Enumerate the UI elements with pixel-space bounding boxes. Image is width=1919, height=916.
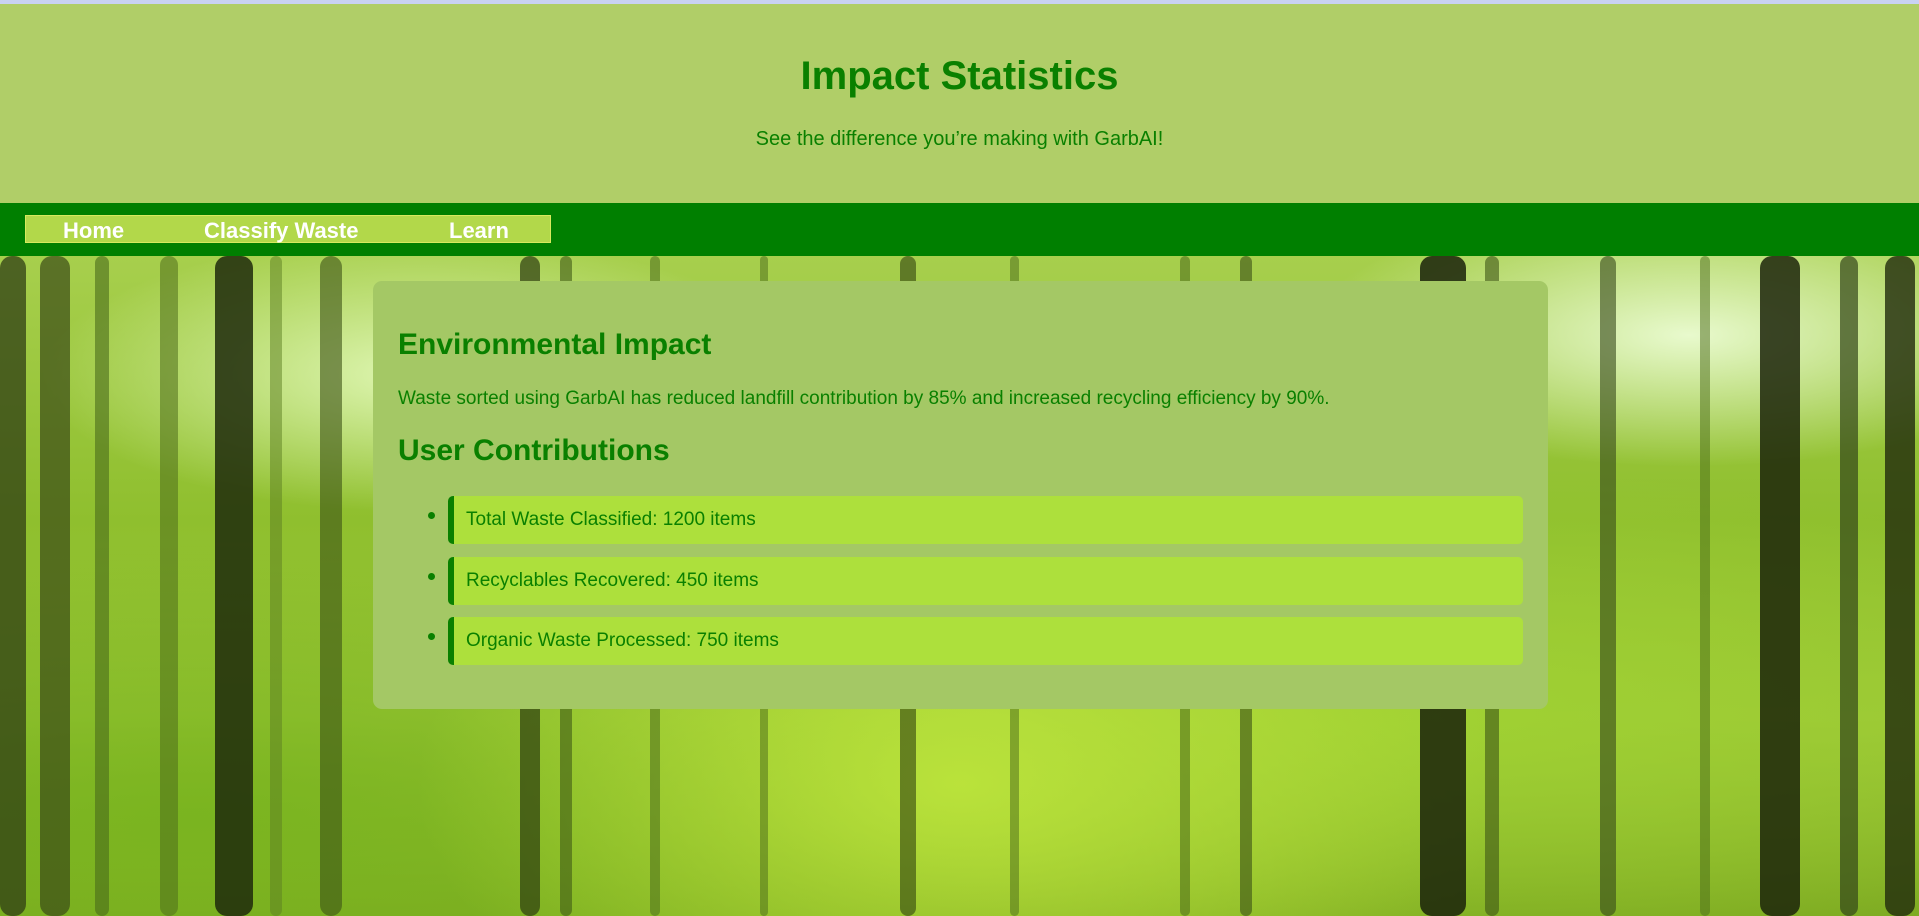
- impact-card: Environmental Impact Waste sorted using …: [373, 281, 1548, 709]
- nav-classify-waste-link[interactable]: Classify Waste: [204, 218, 359, 243]
- list-item: Total Waste Classified: 1200 items: [428, 496, 1523, 544]
- user-contributions-heading: User Contributions: [398, 434, 670, 467]
- bullet-icon: [428, 573, 435, 580]
- stat-recyclables: Recyclables Recovered: 450 items: [466, 570, 759, 591]
- browser-top-strip: [0, 0, 1919, 4]
- nav-home-link[interactable]: Home: [63, 218, 125, 243]
- page-subtitle: See the difference you’re making with Ga…: [755, 128, 1164, 150]
- page-header: Impact Statistics See the difference you…: [0, 4, 1919, 203]
- page-title: Impact Statistics: [800, 54, 1119, 98]
- list-item: Recyclables Recovered: 450 items: [428, 557, 1523, 605]
- environmental-impact-heading: Environmental Impact: [398, 328, 712, 361]
- stat-total-waste: Total Waste Classified: 1200 items: [466, 509, 756, 530]
- bullet-icon: [428, 512, 435, 519]
- stat-organic-waste: Organic Waste Processed: 750 items: [466, 630, 779, 651]
- main-nav: Home Classify Waste Learn: [0, 203, 1919, 256]
- environmental-impact-text: Waste sorted using GarbAI has reduced la…: [398, 388, 1330, 409]
- nav-links-container: Home Classify Waste Learn: [25, 215, 551, 243]
- nav-learn-link[interactable]: Learn: [449, 218, 509, 243]
- bullet-icon: [428, 633, 435, 640]
- list-item: Organic Waste Processed: 750 items: [428, 617, 1523, 665]
